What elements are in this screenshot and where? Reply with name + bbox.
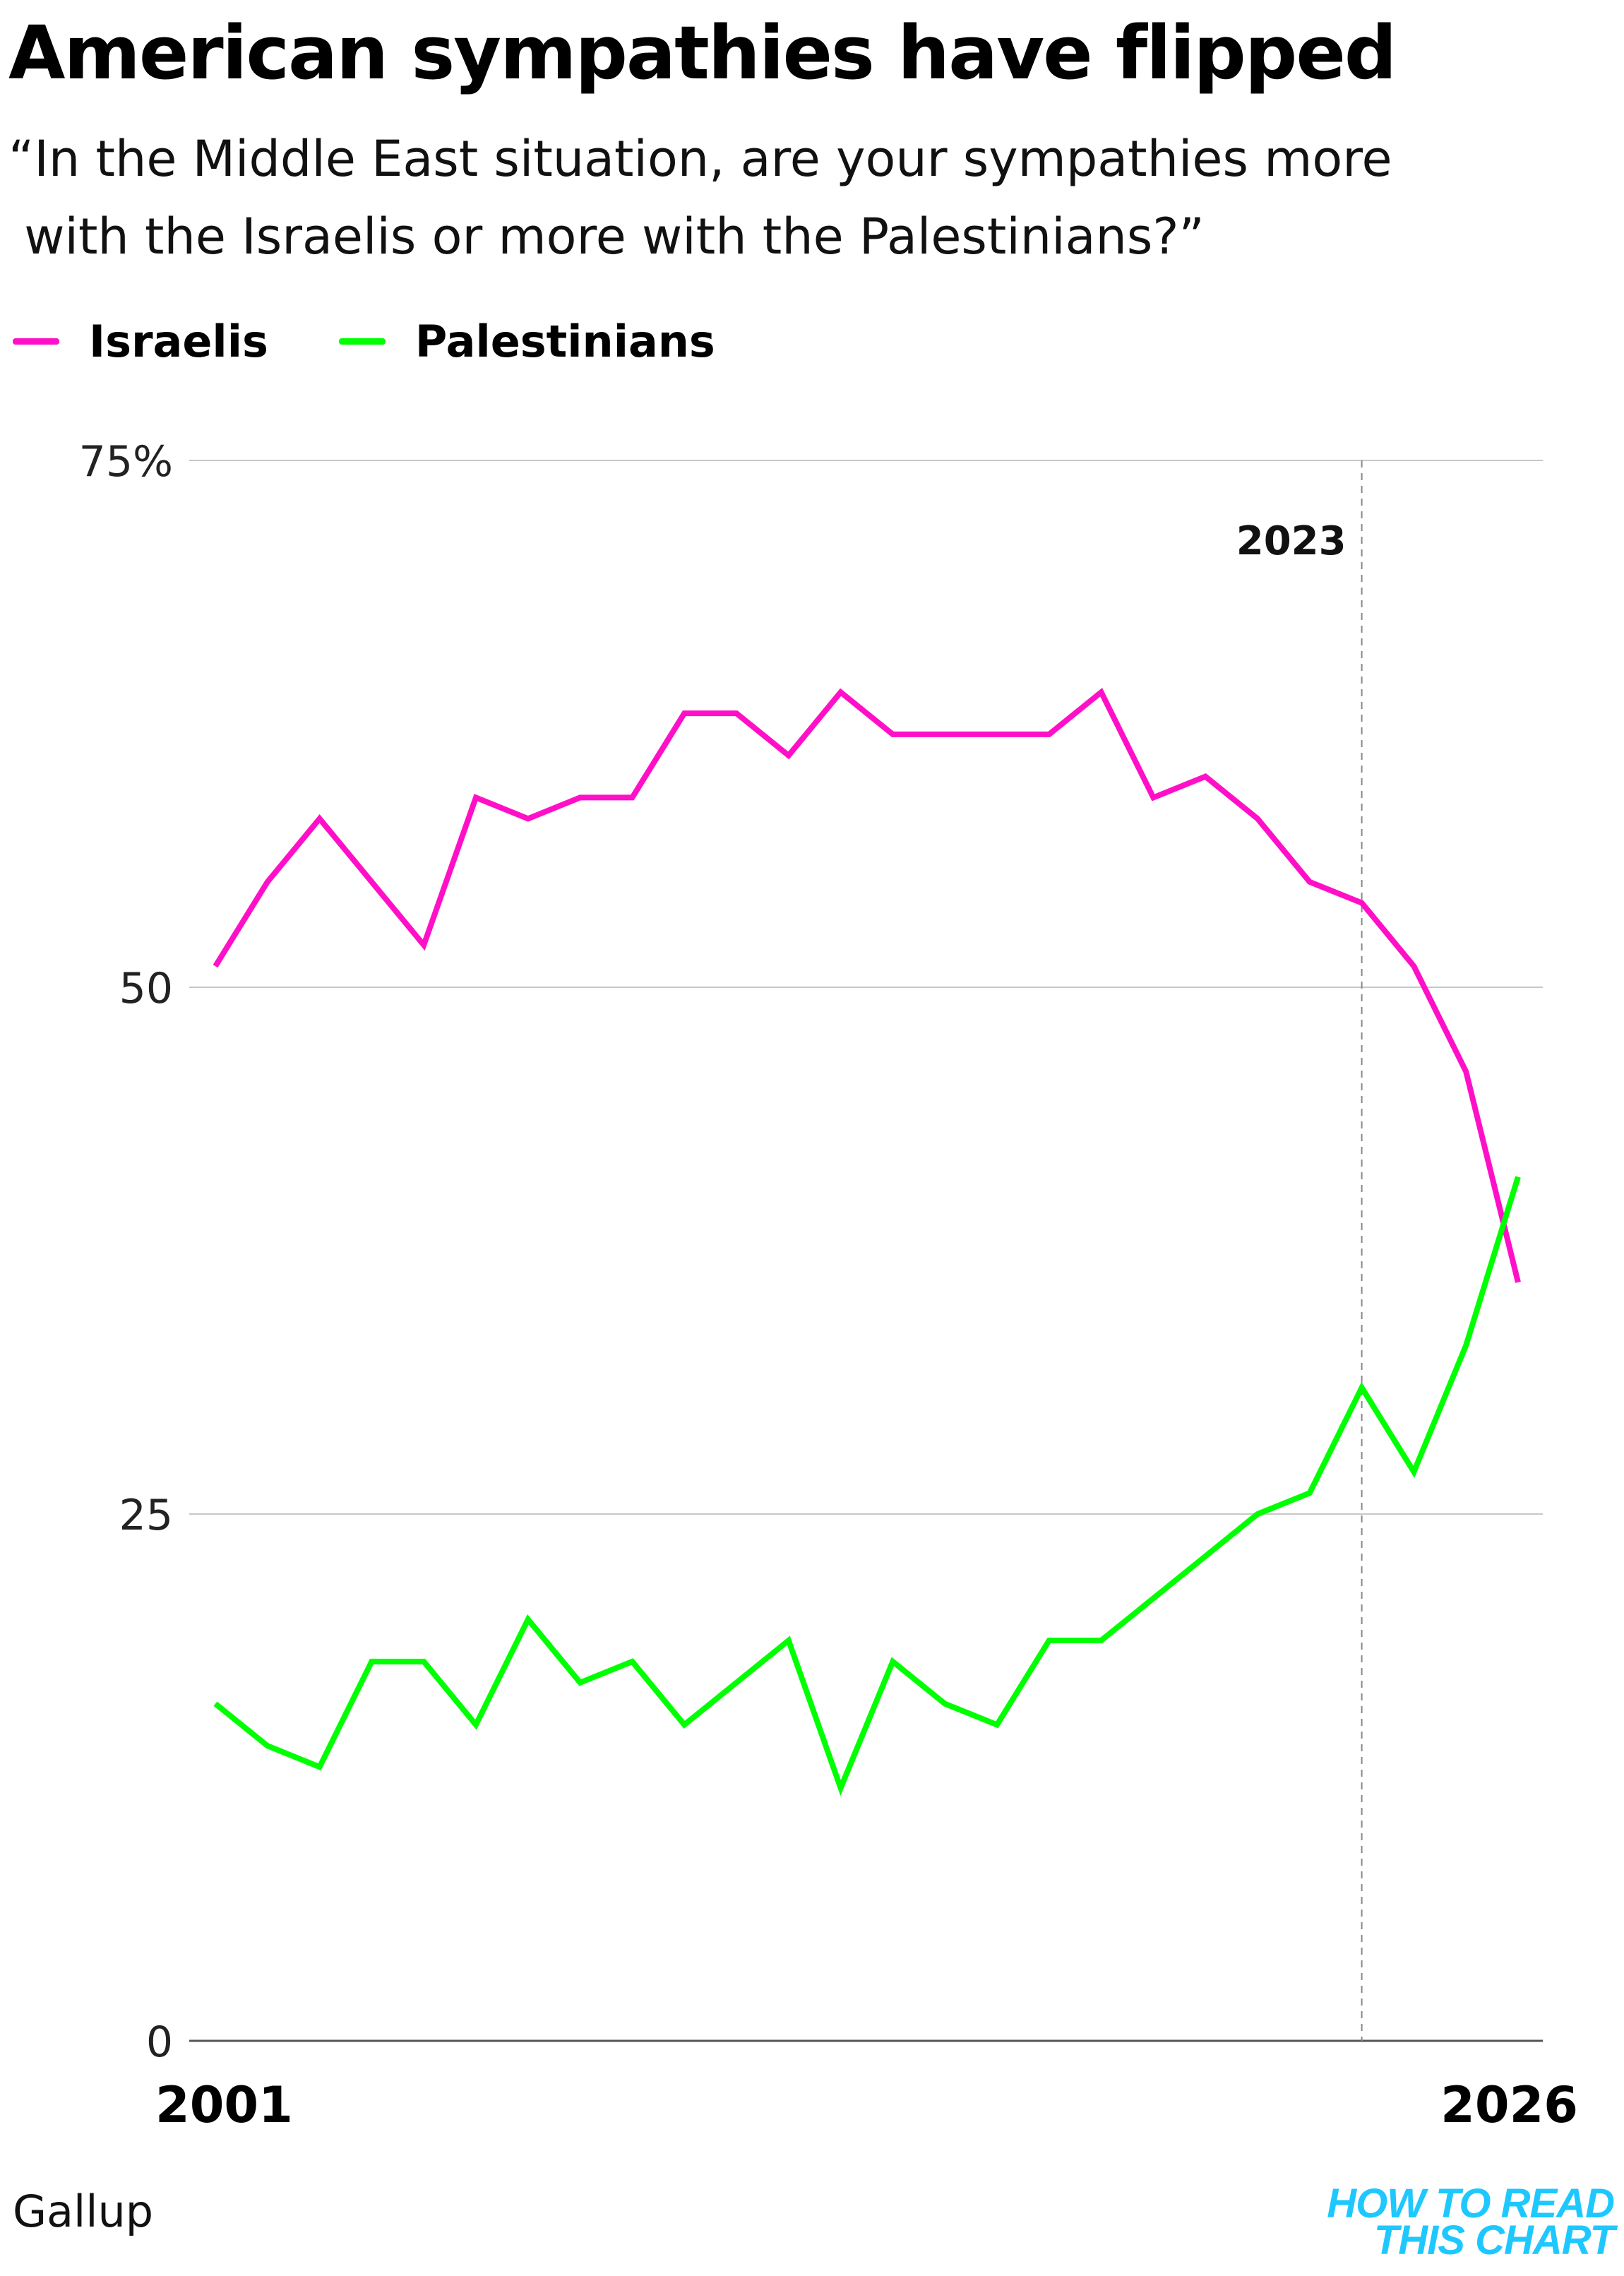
chart-subtitle: “In the Middle East situation, are your … bbox=[8, 120, 1604, 275]
brand-logo: HOW TO READ THIS CHART bbox=[1327, 2181, 1615, 2263]
series-line-palestinians bbox=[213, 1176, 1521, 1797]
y-tick-label: 75% bbox=[79, 437, 173, 487]
y-tick-label: 25 bbox=[119, 1491, 173, 1540]
brand-line: HOW TO READ bbox=[1327, 2181, 1615, 2227]
legend-label-israelis: Israelis bbox=[89, 315, 268, 367]
y-tick-label: 0 bbox=[146, 2018, 173, 2067]
legend-label-palestinians: Palestinians bbox=[414, 315, 715, 367]
x-tick-label: 2026 bbox=[1440, 2076, 1578, 2134]
y-tick-label: 50 bbox=[119, 964, 173, 1013]
subtitle-line: with the Israelis or more with the Pales… bbox=[8, 208, 1205, 266]
legend-swatch-israelis bbox=[13, 338, 59, 345]
chart-title: American sympathies have flipped bbox=[8, 10, 1397, 96]
source-label: Gallup bbox=[13, 2186, 154, 2237]
series-line-israelis bbox=[213, 687, 1521, 1283]
annotation-label: 2023 bbox=[1236, 518, 1347, 564]
x-tick-label: 2001 bbox=[155, 2076, 293, 2134]
subtitle-line: “In the Middle East situation, are your … bbox=[8, 130, 1392, 188]
legend-swatch-palestinians bbox=[338, 338, 386, 345]
legend-item-israelis: Israelis bbox=[13, 316, 268, 367]
brand-line: THIS CHART bbox=[1373, 2217, 1615, 2263]
legend-item-palestinians: Palestinians bbox=[338, 315, 715, 367]
chart-legend: Israelis Palestinians bbox=[13, 309, 786, 373]
